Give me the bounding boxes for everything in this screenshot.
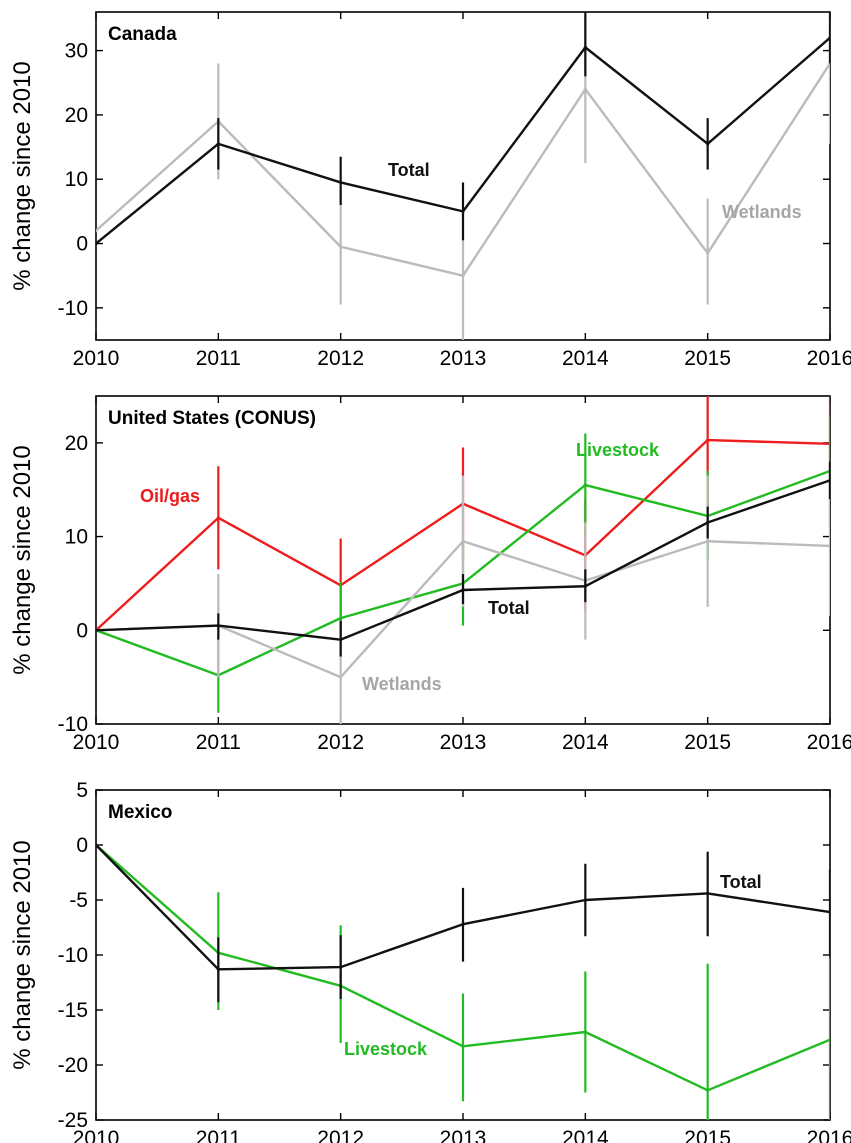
x-tick-label: 2013 [440, 347, 487, 370]
x-tick-label: 2014 [562, 1127, 609, 1143]
y-tick-label: -15 [58, 999, 88, 1022]
x-tick-label: 2015 [684, 731, 731, 754]
x-tick-label: 2010 [73, 347, 120, 370]
y-tick-label: 0 [76, 619, 88, 642]
data-point [339, 180, 343, 185]
data-point [461, 922, 465, 926]
y-tick-label: -10 [58, 713, 88, 736]
data-point [706, 520, 710, 525]
data-point [461, 274, 465, 278]
y-tick-label: 5 [76, 779, 88, 802]
series-label-total: Total [720, 872, 762, 892]
y-tick-label: 0 [76, 834, 88, 857]
data-point [583, 584, 587, 588]
y-tick-label: -20 [58, 1054, 88, 1077]
data-point [461, 588, 465, 592]
data-point [828, 910, 830, 914]
data-point [583, 87, 587, 91]
series-label-oil-gas: Oil/gas [140, 486, 200, 506]
y-axis-label: % change since 2010 [9, 61, 36, 291]
y-tick-label: 20 [65, 104, 88, 127]
x-tick-label: 2014 [562, 731, 609, 754]
x-tick-label: 2011 [196, 1127, 241, 1143]
data-point [706, 438, 710, 442]
x-tick-label: 2011 [196, 731, 241, 754]
y-tick-label: -5 [69, 889, 88, 912]
series-label-total: Total [488, 598, 530, 618]
panel-title: United States (CONUS) [108, 408, 316, 429]
data-point [461, 539, 465, 543]
data-point [583, 45, 587, 49]
data-point [216, 967, 220, 971]
y-axis-label: % change since 2010 [9, 445, 36, 675]
data-point [706, 251, 710, 255]
y-tick-label: -10 [58, 297, 88, 320]
data-point [706, 891, 710, 896]
data-point [339, 638, 343, 642]
y-tick-label: 0 [76, 233, 88, 256]
data-point [706, 142, 710, 146]
x-tick-label: 2015 [684, 347, 731, 370]
data-point [96, 843, 98, 847]
data-point [828, 36, 830, 40]
x-tick-label: 2016 [807, 731, 851, 754]
panel-united-states-conus: 2010 2011 2012 2013 2014 2015 2016 -10 0 10 20 % ch… [9, 395, 851, 754]
series-label-wetlands: Wetlands [362, 674, 442, 694]
x-tick-label: 2010 [73, 731, 120, 754]
series-total [96, 12, 830, 246]
x-tick-label: 2013 [440, 731, 487, 754]
series-label-total: Total [388, 160, 430, 180]
data-point [339, 965, 343, 969]
panel-title: Canada [108, 24, 177, 45]
x-tick-label: 2015 [684, 1127, 731, 1143]
y-axis-label: % change since 2010 [9, 840, 36, 1070]
data-point [216, 624, 220, 628]
y-tick-label: 30 [65, 40, 88, 63]
series-total [96, 461, 830, 657]
y-tick-label: 10 [65, 526, 88, 549]
data-point [583, 1030, 587, 1034]
x-tick-label: 2014 [562, 347, 609, 370]
series-total [96, 843, 830, 1003]
data-point [461, 209, 465, 213]
x-tick-label: 2011 [196, 347, 241, 370]
y-tick-label: 10 [65, 168, 88, 191]
x-tick-label: 2013 [440, 1127, 487, 1143]
data-point [583, 483, 587, 487]
y-tick-label: 20 [65, 432, 88, 455]
series-label-livestock: Livestock [344, 1039, 428, 1059]
data-point [216, 142, 220, 146]
y-tick-label: -25 [58, 1109, 88, 1132]
x-tick-label: 2016 [807, 347, 851, 370]
x-tick-label: 2010 [73, 1127, 120, 1143]
data-point [339, 245, 343, 249]
data-point [339, 675, 343, 679]
panel-title: Mexico [108, 802, 172, 823]
x-tick-label: 2012 [317, 347, 364, 370]
data-point [583, 898, 587, 902]
data-point [828, 478, 830, 482]
data-point [96, 229, 98, 233]
data-point [828, 544, 830, 548]
data-point [96, 628, 98, 632]
data-point [828, 1038, 830, 1042]
data-point [96, 241, 98, 246]
series-label-wetlands: Wetlands [722, 202, 802, 222]
x-tick-label: 2012 [317, 1127, 364, 1143]
data-point [706, 1088, 710, 1092]
data-point [216, 516, 220, 520]
panel-canada: 2010 2011 2012 2013 2014 2015 2016 -10 0 10 20 30 % … [9, 11, 851, 370]
data-point [706, 539, 710, 543]
data-point [339, 616, 343, 620]
y-tick-label: -10 [58, 944, 88, 967]
data-point [461, 1044, 465, 1048]
x-tick-label: 2012 [317, 731, 364, 754]
series-wetlands [96, 12, 830, 340]
x-tick-label: 2016 [807, 1127, 851, 1143]
series-label-livestock: Livestock [576, 440, 660, 460]
panel-mexico: 2010 2011 2012 2013 2014 2015 2016 -25 -20 -15 -10… [9, 779, 851, 1143]
